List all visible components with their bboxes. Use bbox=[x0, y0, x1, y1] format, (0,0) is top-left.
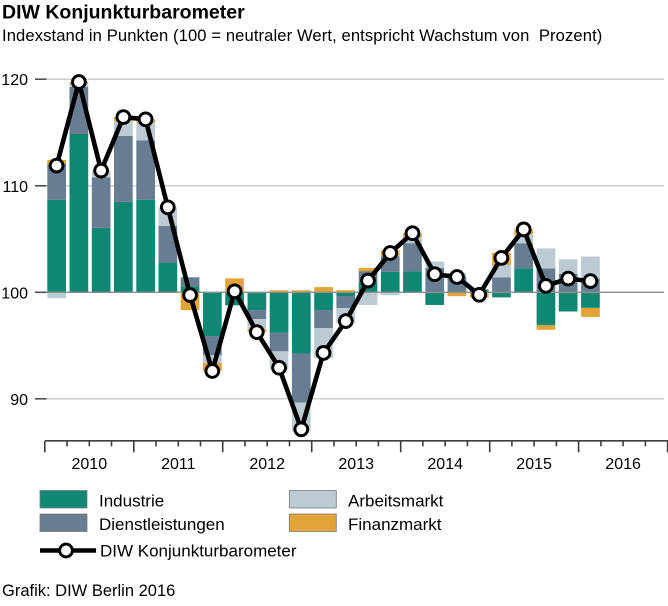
svg-text:90: 90 bbox=[10, 392, 28, 409]
svg-text:2016: 2016 bbox=[605, 456, 641, 473]
svg-text:Indexstand in Punkten (100 = n: Indexstand in Punkten (100 = neutraler W… bbox=[2, 26, 602, 45]
svg-text:Industrie: Industrie bbox=[99, 492, 164, 511]
svg-text:Grafik: DIW Berlin 2016: Grafik: DIW Berlin 2016 bbox=[2, 582, 175, 600]
svg-text:110: 110 bbox=[2, 179, 28, 196]
svg-text:2013: 2013 bbox=[338, 456, 374, 473]
svg-text:100: 100 bbox=[1, 285, 28, 302]
svg-text:Arbeitsmarkt: Arbeitsmarkt bbox=[348, 492, 444, 511]
svg-text:2015: 2015 bbox=[516, 456, 552, 473]
svg-text:Finanzmarkt: Finanzmarkt bbox=[348, 515, 442, 534]
svg-text:120: 120 bbox=[1, 72, 28, 89]
svg-text:2012: 2012 bbox=[249, 456, 285, 473]
svg-text:DIW Konjunkturbarometer: DIW Konjunkturbarometer bbox=[100, 542, 297, 561]
svg-text:2011: 2011 bbox=[161, 456, 196, 473]
svg-text:2014: 2014 bbox=[427, 456, 463, 473]
svg-text:Dienstleistungen: Dienstleistungen bbox=[99, 515, 225, 534]
svg-text:2010: 2010 bbox=[72, 456, 108, 473]
svg-text:DIW Konjunkturbarometer: DIW Konjunkturbarometer bbox=[2, 2, 245, 24]
